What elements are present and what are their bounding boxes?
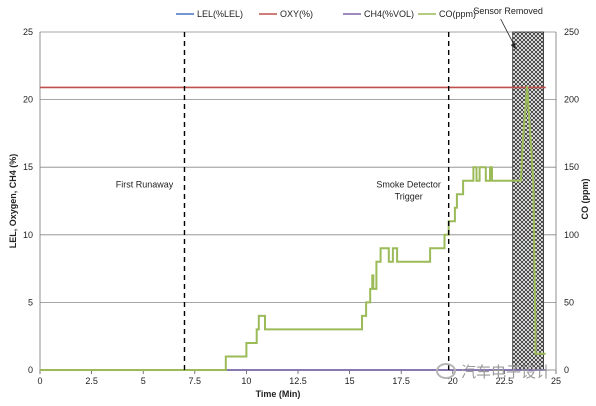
x-tick-label: 2.5 [85,376,98,386]
event-marker-label: Trigger [395,191,423,201]
x-tick-label: 12.5 [289,376,307,386]
y-tick-label-left: 5 [28,297,33,307]
sensor-removed-region [512,31,545,371]
y-tick-label-right: 200 [564,95,579,105]
x-tick-label: 10 [241,376,251,386]
x-tick-label: 22.5 [496,376,514,386]
series-line-co-ppm [40,86,546,371]
legend-entry: LEL(%LEL) [197,9,243,19]
legend-entry: CH4(%VOL) [364,9,414,19]
y-tick-label-left: 25 [23,27,33,37]
watermark: 汽车电子设计 [436,358,596,384]
x-tick-label: 25 [551,376,561,386]
y-tick-label-right: 150 [564,162,579,172]
y-axis-title-left: LEL, Oxygen, CH4 (%) [8,154,18,249]
y-tick-label-left: 20 [23,95,33,105]
y-tick-label-left: 10 [23,230,33,240]
y-tick-label-right: 100 [564,230,579,240]
y-tick-label-right: 250 [564,27,579,37]
sensor-removed-arrowhead [510,43,517,50]
watermark-text: 汽车电子设计 [461,363,552,381]
y-axis-title-right: CO (ppm) [580,179,590,220]
x-tick-label: 15 [345,376,355,386]
x-tick-label: 20 [448,376,458,386]
chat-bubble-icon [436,363,456,379]
x-tick-label: 5 [141,376,146,386]
legend-entry: OXY(%) [280,9,313,19]
y-tick-label-right: 50 [564,297,574,307]
legend-entry: CO(ppm) [439,9,476,19]
event-marker-label: Smoke Detector [376,179,441,189]
y-tick-label-left: 15 [23,162,33,172]
x-tick-label: 7.5 [189,376,202,386]
y-tick-label-right: 0 [564,365,569,375]
sensor-removed-arrow [500,18,516,47]
y-tick-label-left: 0 [28,365,33,375]
x-tick-label: 0 [37,376,42,386]
x-tick-label: 17.5 [392,376,410,386]
event-marker-label: First Runaway [116,179,174,189]
sensor-removed-label: Sensor Removed [473,6,543,16]
x-axis-title: Time (Min) [256,389,301,399]
